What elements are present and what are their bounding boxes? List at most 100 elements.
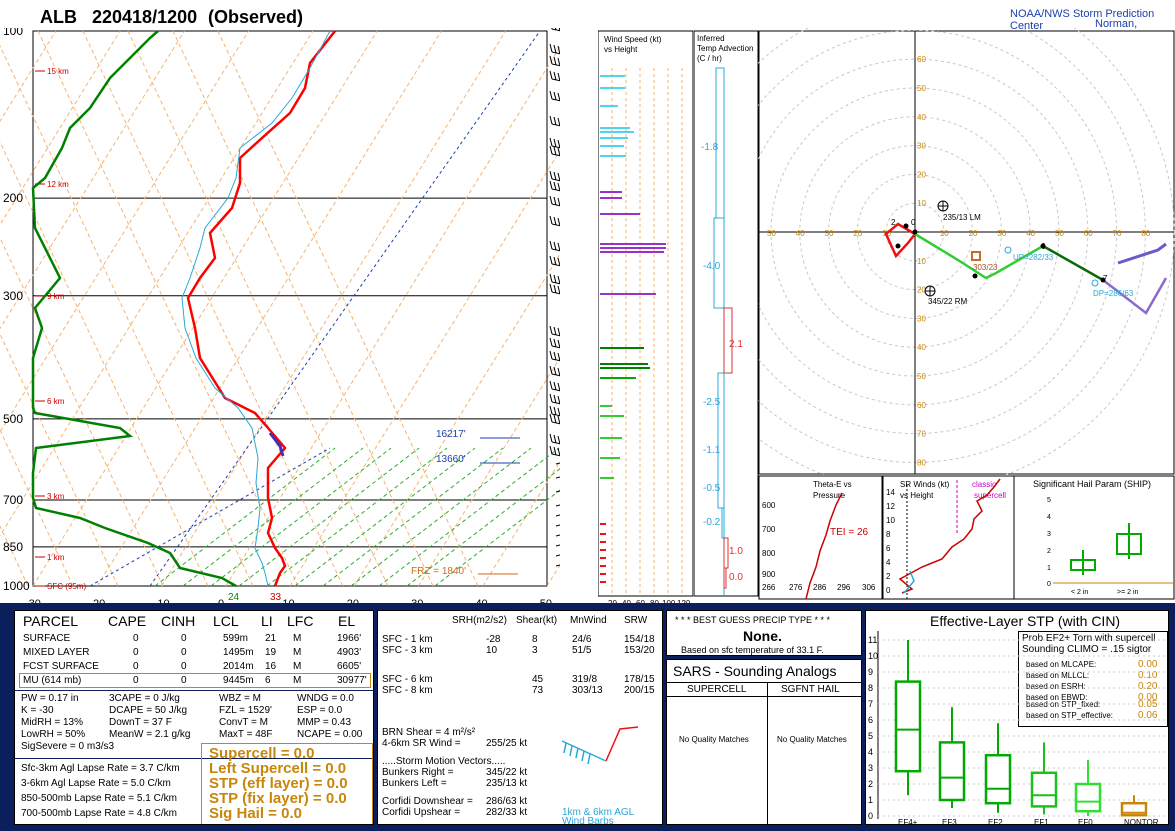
adv-title1: Inferred: [697, 34, 725, 43]
parcel-col4-0: WNDG = 0.0: [297, 693, 354, 704]
sr-title1: SR Winds (kt): [900, 480, 950, 489]
thetae-title2: Pressure: [813, 491, 846, 500]
hodo-mean-label: 303/23: [973, 263, 998, 272]
hodo-ring: [758, 28, 1175, 475]
storm-motion-title: .....Storm Motion Vectors.....: [382, 756, 506, 767]
thetae-x-266: 266: [762, 583, 776, 592]
parcel-col4-3: NCAPE = 0.00: [297, 729, 363, 740]
virtual-temp-trace: [181, 30, 331, 587]
temperature-trace: [186, 30, 336, 587]
kin-cell-r1c0: SFC - 3 km: [382, 645, 433, 656]
wind-barb-flag: [558, 28, 560, 32]
agl-wind-barbs: [561, 726, 639, 765]
sars-supercell-none: No Quality Matches: [679, 735, 749, 744]
parcel-cell-r3c4: 6: [265, 675, 271, 686]
ship-y-4: 4: [1047, 514, 1051, 521]
bunkers-left-label: Bunkers Left =: [382, 778, 447, 789]
hodo-ring-label-w20: 20: [853, 229, 862, 238]
stp-prob-value-1: 0.10: [1138, 670, 1158, 681]
wind-barb: [549, 325, 560, 337]
stp-prob-label-1: based on MLLCL:: [1026, 671, 1090, 680]
hodo-pt-2: 2: [891, 218, 896, 227]
moist-adiabat: [266, 447, 448, 587]
wind-barb-staff: [551, 28, 560, 32]
hodo-ring-label-e70: 70: [1113, 229, 1122, 238]
kin-cell-r0c1: -28: [486, 634, 501, 645]
parcel-header: PARCEL: [23, 613, 78, 629]
hodo-trace-0-1km: [884, 222, 916, 259]
adv-val-1: -1.8: [701, 142, 719, 153]
wind-barb-flag: [549, 145, 553, 155]
hodo-ring-label-s70: 70: [917, 430, 926, 439]
param-0: Supercell = 0.0: [209, 745, 315, 762]
bunkers-left-value: 235/13 kt: [486, 778, 528, 789]
wind-barb: [549, 215, 560, 227]
wind-barb-staff: [551, 98, 560, 102]
advection-bar: [723, 567, 727, 589]
stp-y-11: 11: [868, 635, 877, 645]
kin-cell-r1c2: 3: [532, 645, 538, 656]
wind-barb: [555, 514, 560, 517]
parcel-cell-r0c5: M: [293, 633, 302, 644]
temp-advection-panel: Inferred Temp Advection (C / hr) -1.8 -4…: [694, 30, 759, 597]
kin-cell-r0c0: SFC - 1 km: [382, 634, 433, 645]
wind-barb: [555, 554, 560, 557]
wind-barb-staff: [551, 388, 560, 392]
li-header: LI: [261, 613, 273, 629]
wind-barb: [549, 405, 560, 417]
isotherm: [161, 30, 507, 587]
moist-adiabat: [406, 468, 560, 587]
isotherm: [0, 30, 314, 537]
wind-barb-flag: [555, 534, 560, 537]
wind-barb-flag: [557, 352, 560, 362]
wind-barb-flag: [555, 544, 560, 547]
wind-barb-flag: [555, 504, 560, 507]
hodo-ring-label-e20: 20: [969, 229, 978, 238]
mnwind-header: MnWind: [570, 615, 607, 626]
sr-classic1: classic: [972, 480, 996, 489]
hodo-pt-6: 6: [1041, 242, 1046, 251]
wind-barb: [555, 476, 560, 479]
barb-label2: Wind Barbs: [562, 816, 614, 825]
thetae-x-276: 276: [789, 583, 803, 592]
brn-shear: BRN Shear = 4 m²/s²: [382, 727, 476, 738]
sr-winds-panel: SR Winds (kt) vs Height classic supercel…: [882, 475, 1015, 600]
height-label-15: 15 km: [47, 67, 69, 76]
parcel-cell-r2c3: 2014m: [223, 661, 254, 672]
wind-barb-flag: [553, 414, 557, 424]
isotherm: [418, 356, 560, 587]
parcel-cell-r3c6: 30977': [337, 675, 367, 686]
hodo-ring-label-e40: 40: [1026, 229, 1035, 238]
wind-barb-staff: [551, 358, 560, 362]
sars-title: SARS - Sounding Analogs: [673, 663, 837, 679]
lfc-header: LFC: [287, 613, 314, 629]
parcel-cell-r2c0: FCST SURFACE: [23, 661, 99, 672]
adv-val-6: -0.5: [703, 483, 721, 494]
stp-title: Effective-Layer STP (with CIN): [930, 613, 1121, 629]
wind-barb: [549, 55, 560, 67]
wind-panel-title2: vs Height: [604, 45, 638, 54]
wind-barb: [549, 195, 560, 207]
hodo-point: [1100, 277, 1106, 283]
wind-barb-flag: [549, 70, 553, 80]
stp-box-title2: Sounding CLIMO = .15 sigtor: [1022, 644, 1152, 655]
wind-barb-staff: [551, 63, 560, 67]
wind-barb: [555, 504, 560, 507]
stp-prob-label-5: based on STP_effective:: [1026, 711, 1114, 720]
advection-bar: [723, 307, 733, 374]
hodo-trace-upper: [1102, 277, 1168, 315]
frz-label: FRZ = 1840': [411, 566, 466, 577]
wind-barb-flag: [557, 242, 560, 252]
wind-barb: [549, 255, 560, 267]
parcel-cell-r0c4: 21: [265, 633, 277, 644]
wind-barb: [549, 180, 560, 192]
isotherm: [546, 564, 560, 587]
wind-barb: [555, 534, 560, 537]
wind-barb-flag: [549, 43, 553, 53]
ship-y-3: 3: [1047, 531, 1051, 538]
kin-cell-r3c0: SFC - 8 km: [382, 685, 433, 696]
parcel-trace-2: [89, 447, 331, 587]
stp-prob-value-2: 0.20: [1138, 681, 1158, 692]
parcel-col4-2: MMP = 0.43: [297, 717, 352, 728]
stp-prob-value-0: 0.00: [1138, 659, 1158, 670]
